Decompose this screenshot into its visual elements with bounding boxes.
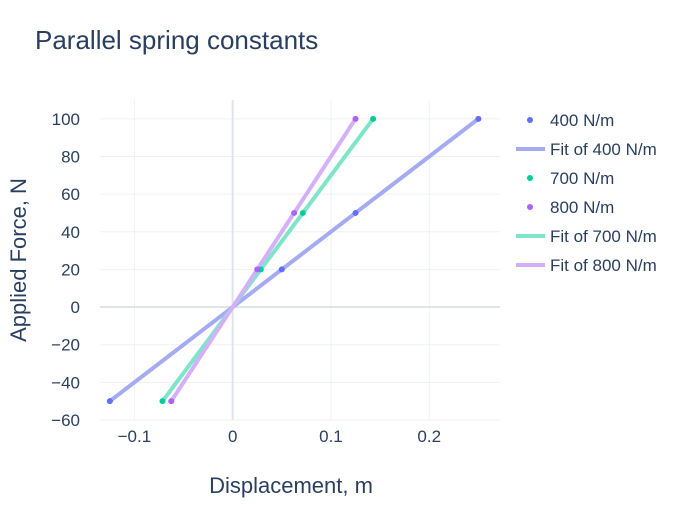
data-point [254, 266, 261, 273]
y-tick-label: −40 [51, 373, 80, 392]
data-points [106, 115, 482, 405]
legend-item[interactable]: 700 N/m [527, 169, 614, 188]
legend-marker-swatch [527, 117, 533, 123]
data-point [475, 115, 482, 122]
data-point [352, 115, 359, 122]
fit-line [169, 116, 358, 404]
legend-label: 700 N/m [550, 169, 614, 188]
legend-item[interactable]: Fit of 700 N/m [516, 227, 657, 246]
legend[interactable]: 400 N/m Fit of 400 N/m 700 N/m 800 N/m Fit o… [516, 111, 657, 275]
data-point [159, 398, 166, 405]
data-point [168, 398, 175, 405]
fit-line [107, 116, 481, 404]
data-point [352, 209, 359, 216]
y-tick-label: −20 [51, 336, 80, 355]
grid [100, 100, 500, 421]
legend-label: 400 N/m [550, 111, 614, 130]
y-tick-label: 60 [61, 185, 80, 204]
x-tick-label: 0.2 [417, 427, 441, 446]
legend-item[interactable]: Fit of 800 N/m [516, 256, 657, 275]
legend-label: 800 N/m [550, 198, 614, 217]
legend-label: Fit of 700 N/m [550, 227, 657, 246]
legend-marker-swatch [527, 175, 533, 181]
data-point [291, 209, 298, 216]
y-tick-labels: −60 −40 −20 0 20 40 60 80 100 [51, 110, 80, 430]
x-tick-label: 0 [228, 427, 237, 446]
y-tick-label: 40 [61, 223, 80, 242]
data-point [278, 266, 285, 273]
legend-marker-swatch [527, 204, 533, 210]
y-tick-label: 0 [71, 298, 80, 317]
legend-item[interactable]: 800 N/m [527, 198, 614, 217]
data-point [299, 209, 306, 216]
x-tick-labels: −0.1 0 0.1 0.2 [118, 427, 441, 446]
x-tick-label: 0.1 [319, 427, 343, 446]
fit-line [160, 116, 376, 404]
fit-lines [107, 116, 481, 404]
legend-label: Fit of 400 N/m [550, 140, 657, 159]
legend-item[interactable]: Fit of 400 N/m [516, 140, 657, 159]
legend-item[interactable]: 400 N/m [527, 111, 614, 130]
y-tick-label: −60 [51, 411, 80, 430]
y-tick-label: 80 [61, 147, 80, 166]
chart-title: Parallel spring constants [35, 25, 318, 55]
data-point [106, 398, 113, 405]
y-axis-label: Applied Force, N [6, 178, 31, 342]
legend-label: Fit of 800 N/m [550, 256, 657, 275]
y-tick-label: 20 [61, 260, 80, 279]
data-point [370, 115, 377, 122]
x-axis-label: Displacement, m [209, 473, 373, 498]
zero-lines [100, 100, 500, 420]
x-tick-label: −0.1 [118, 427, 152, 446]
y-tick-label: 100 [52, 110, 80, 129]
